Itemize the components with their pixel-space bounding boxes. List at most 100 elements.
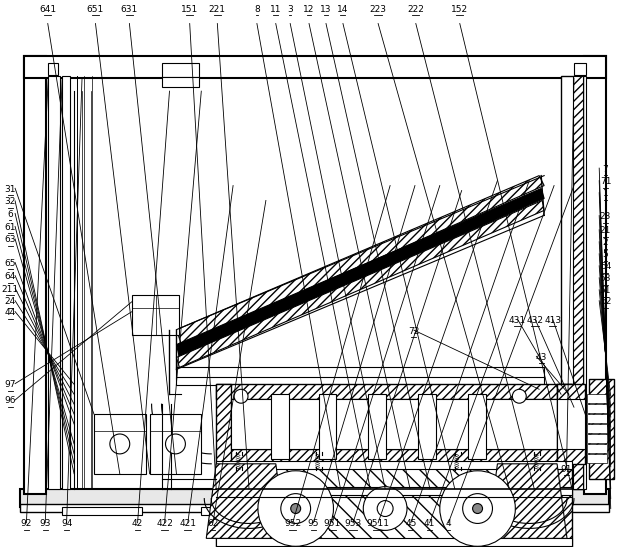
Text: 72: 72	[408, 327, 420, 335]
Text: 11: 11	[270, 5, 281, 14]
Text: 413: 413	[544, 316, 561, 324]
Bar	[368, 394, 386, 459]
Text: 631: 631	[121, 5, 138, 14]
Bar	[557, 384, 572, 464]
Text: 222: 222	[408, 5, 424, 14]
Bar	[150, 414, 201, 474]
Circle shape	[463, 494, 492, 523]
Bar	[584, 57, 605, 494]
Bar	[62, 507, 142, 514]
Text: 24: 24	[4, 297, 16, 306]
Bar	[490, 507, 569, 514]
Text: 43: 43	[536, 353, 547, 362]
Bar	[271, 394, 289, 459]
Bar	[216, 449, 572, 464]
Text: 12: 12	[303, 5, 315, 14]
Text: 952: 952	[284, 519, 301, 528]
Text: 221: 221	[209, 5, 226, 14]
Bar	[587, 414, 607, 423]
Text: 3: 3	[288, 5, 293, 14]
Text: 223: 223	[370, 5, 387, 14]
Text: 4: 4	[446, 519, 451, 528]
Bar	[587, 424, 607, 433]
Text: 23: 23	[600, 212, 611, 221]
Text: 13: 13	[320, 5, 332, 14]
Text: 44: 44	[4, 308, 16, 317]
Bar	[216, 464, 231, 549]
Text: 41: 41	[424, 519, 435, 528]
Bar	[587, 404, 607, 413]
Bar	[25, 57, 605, 78]
Bar	[561, 76, 583, 489]
Bar	[48, 63, 58, 75]
Bar	[216, 461, 572, 469]
Bar	[94, 414, 145, 474]
Bar	[216, 384, 231, 464]
Bar	[587, 444, 607, 453]
Text: 96: 96	[4, 396, 16, 406]
Text: 8: 8	[254, 5, 260, 14]
Text: 97: 97	[4, 380, 16, 389]
Polygon shape	[176, 200, 544, 367]
Bar	[176, 367, 544, 379]
Bar	[573, 76, 583, 489]
Bar	[162, 77, 199, 87]
Bar	[25, 57, 46, 494]
Text: 91: 91	[561, 464, 573, 474]
Text: 5: 5	[603, 250, 609, 259]
Text: 431: 431	[509, 316, 526, 324]
Circle shape	[473, 503, 483, 513]
Bar	[589, 379, 614, 479]
Text: 32: 32	[4, 197, 16, 206]
Bar	[350, 507, 440, 514]
Bar	[574, 76, 586, 489]
Text: 45: 45	[405, 519, 416, 528]
Polygon shape	[176, 188, 544, 357]
Bar	[574, 63, 586, 75]
Text: 151: 151	[181, 5, 198, 14]
Text: 95: 95	[308, 519, 319, 528]
Text: 6: 6	[7, 210, 13, 219]
Text: 211: 211	[1, 284, 18, 294]
Bar	[48, 76, 60, 489]
Text: 94: 94	[61, 519, 72, 528]
Bar	[319, 394, 336, 459]
Text: 71: 71	[600, 177, 611, 186]
Text: 152: 152	[451, 5, 468, 14]
Circle shape	[363, 486, 407, 530]
Text: 61: 61	[4, 223, 16, 232]
Bar	[131, 295, 179, 335]
Text: 65: 65	[4, 259, 16, 268]
Bar	[162, 63, 199, 77]
Bar	[231, 464, 557, 549]
Bar	[62, 76, 70, 489]
Bar	[20, 503, 609, 512]
Bar	[468, 394, 485, 459]
Bar	[176, 377, 544, 385]
Circle shape	[377, 501, 393, 517]
Text: 63: 63	[4, 236, 16, 244]
Bar	[20, 489, 609, 507]
Bar	[231, 399, 557, 449]
Text: 64: 64	[4, 272, 16, 281]
Text: 42: 42	[132, 519, 143, 528]
Text: 21: 21	[600, 226, 611, 235]
Polygon shape	[206, 464, 286, 539]
Text: 92: 92	[21, 519, 32, 528]
Text: 9511: 9511	[367, 519, 389, 528]
Text: 7: 7	[603, 165, 609, 173]
Text: 53: 53	[600, 274, 611, 283]
Text: 52: 52	[600, 297, 611, 306]
Bar	[216, 486, 572, 495]
Text: 422: 422	[156, 519, 173, 528]
Text: 1: 1	[603, 189, 609, 198]
Polygon shape	[487, 464, 567, 539]
Text: 93: 93	[39, 519, 51, 528]
Bar	[557, 399, 585, 449]
Bar	[201, 507, 291, 514]
Circle shape	[291, 503, 301, 513]
Text: 953: 953	[344, 519, 362, 528]
Text: 951: 951	[324, 519, 341, 528]
Bar	[216, 464, 572, 489]
Text: 51: 51	[600, 286, 611, 295]
